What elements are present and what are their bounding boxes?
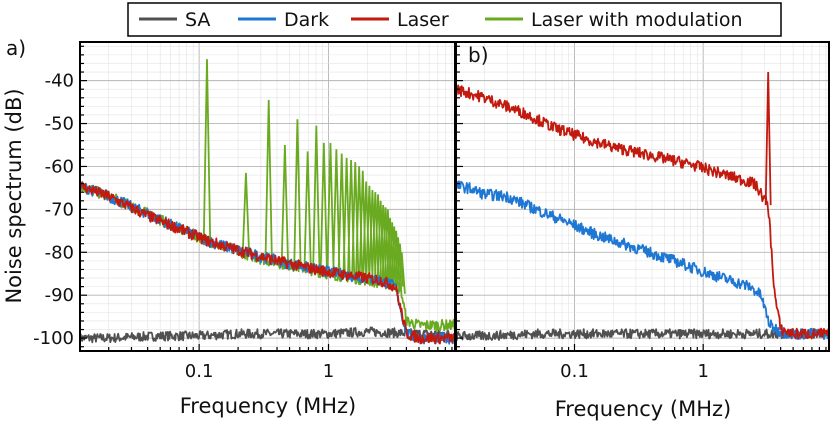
modulation-peak bbox=[362, 181, 371, 281]
legend-label-laser: Laser bbox=[397, 9, 449, 31]
legend-label-laser-with-modulation: Laser with modulation bbox=[531, 9, 743, 31]
modulation-peak bbox=[319, 142, 328, 273]
legend-label-sa: SA bbox=[185, 9, 210, 31]
x-tick-label: 1 bbox=[697, 361, 708, 382]
panel-a-ylabel: Noise spectrum (dB) bbox=[2, 88, 26, 303]
y-tick-label: -90 bbox=[45, 285, 74, 306]
modulation-peak bbox=[280, 144, 289, 265]
panel-a: 0.1 1 -100 -90 -80 -70 -60 -50 -40 a) Frequency … bbox=[2, 36, 456, 418]
series-line-sa bbox=[455, 328, 830, 342]
modulation-peak bbox=[371, 192, 380, 282]
series-line-laser bbox=[455, 84, 830, 340]
panel-b-frame bbox=[455, 41, 830, 352]
panel-a-series bbox=[79, 59, 456, 345]
panel-b-grid bbox=[456, 42, 829, 351]
panel-b-ticks: 0.1 1 bbox=[456, 45, 827, 382]
panel-b-label: b) bbox=[468, 43, 489, 67]
y-tick-label: -60 bbox=[45, 156, 74, 177]
y-tick-label: -100 bbox=[33, 328, 74, 349]
series-line-laser bbox=[79, 181, 456, 345]
panel-a-label: a) bbox=[6, 36, 26, 60]
modulation-peak bbox=[397, 252, 406, 294]
laser-spike bbox=[764, 72, 772, 206]
modulation-peak bbox=[303, 151, 312, 270]
panel-b-xlabel: Frequency (MHz) bbox=[555, 397, 731, 421]
x-tick-label: 0.1 bbox=[560, 361, 589, 382]
legend-box bbox=[127, 2, 782, 37]
modulation-peak bbox=[202, 59, 212, 241]
modulation-peak bbox=[326, 142, 335, 275]
y-tick-label: -70 bbox=[45, 199, 74, 220]
x-tick-label: 0.1 bbox=[185, 361, 214, 382]
panel-b: 0.1 1 b) Frequency (MHz) bbox=[455, 41, 830, 421]
modulation-peak bbox=[264, 99, 273, 261]
y-tick-label: -50 bbox=[45, 114, 74, 135]
y-tick-label: -80 bbox=[45, 242, 74, 263]
modulation-peak bbox=[241, 172, 251, 254]
modulation-peak bbox=[395, 243, 405, 287]
x-tick-label: 1 bbox=[323, 361, 334, 382]
y-tick-label: -40 bbox=[45, 71, 74, 92]
legend: SA Dark Laser Laser with modulation bbox=[127, 2, 782, 37]
panel-a-ticks: 0.1 1 -100 -90 -80 -70 -60 -50 -40 bbox=[33, 45, 453, 382]
legend-label-dark: Dark bbox=[284, 9, 329, 31]
modulation-peak bbox=[373, 194, 383, 283]
series-line-dark bbox=[455, 180, 830, 340]
modulation-peak bbox=[312, 125, 321, 272]
panel-a-xlabel: Frequency (MHz) bbox=[180, 394, 356, 418]
series-line-sa bbox=[79, 326, 456, 344]
modulation-peak bbox=[293, 119, 302, 267]
modulation-peak bbox=[332, 149, 341, 276]
modulation-peak bbox=[365, 185, 374, 281]
modulation-peak bbox=[368, 190, 377, 282]
panel-b-series bbox=[455, 72, 830, 342]
